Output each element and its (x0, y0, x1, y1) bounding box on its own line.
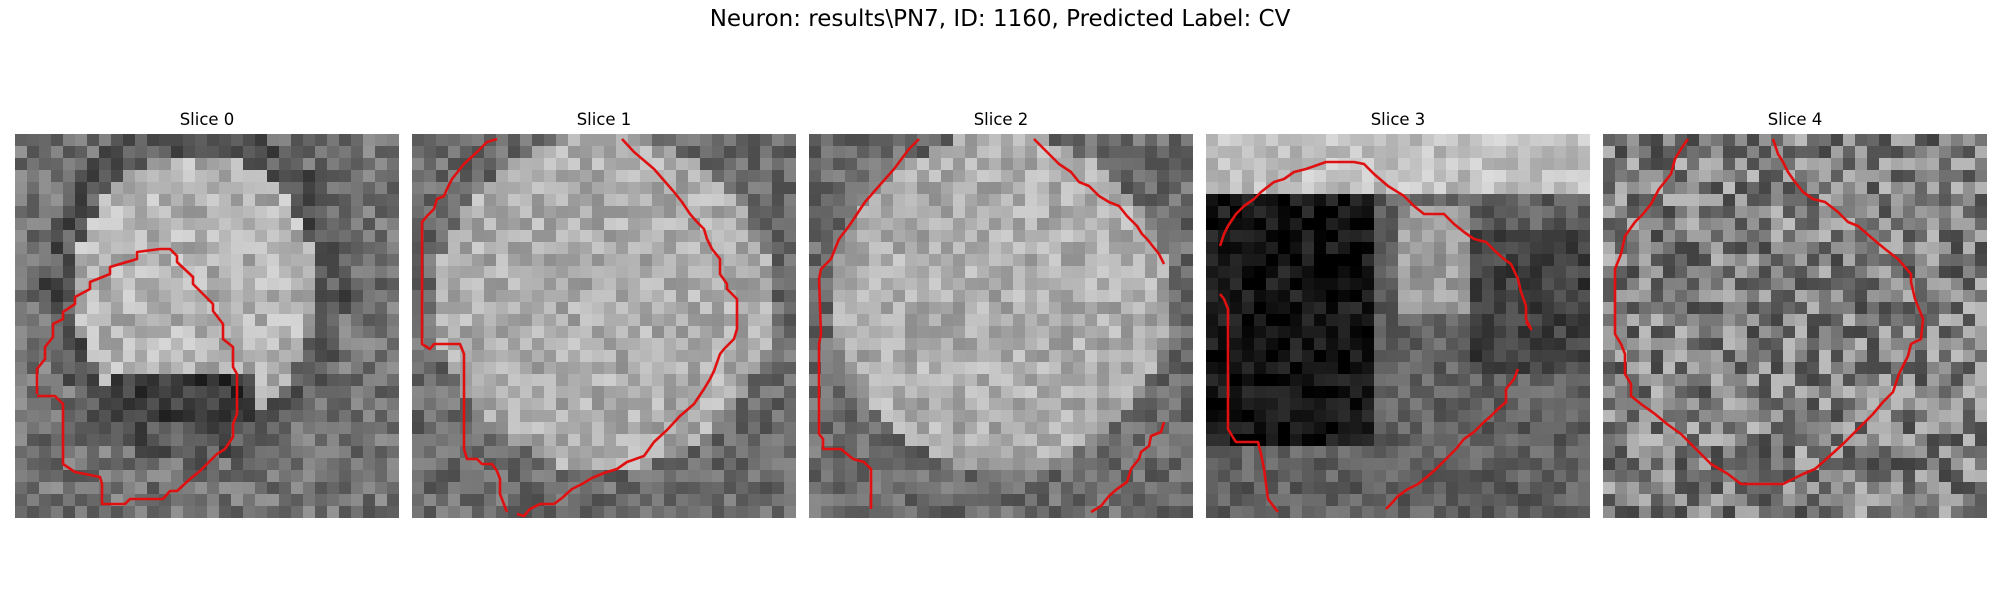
segmentation-contour (1218, 160, 1533, 331)
segmentation-contour (1218, 293, 1280, 513)
pixel-grid (809, 134, 1193, 518)
slice-image-4 (1603, 134, 1987, 518)
pixel-grid (1603, 134, 1987, 518)
slice-panel-2: Slice 2 (809, 108, 1193, 518)
pixel-grid (15, 134, 399, 518)
slice-panel-3: Slice 3 (1206, 108, 1590, 518)
slice-image-0 (15, 134, 399, 518)
slice-panel-0: Slice 0 (15, 108, 399, 518)
segmentation-contour (1385, 368, 1520, 510)
segmentation-contour (35, 247, 239, 506)
slice-title-3: Slice 3 (1370, 110, 1426, 129)
slice-title-0: Slice 0 (179, 110, 235, 129)
slice-image-2 (809, 134, 1193, 518)
slice-image-3 (1206, 134, 1590, 518)
slice-title-2: Slice 2 (973, 110, 1029, 129)
segmentation-contour (1613, 138, 1925, 486)
segmentation-contour (1033, 138, 1166, 265)
segmentation-contour (1090, 421, 1166, 514)
segmentation-contour (516, 138, 739, 518)
segmentation-contour (817, 138, 920, 509)
pixel-grid (412, 134, 796, 518)
slice-panel-4: Slice 4 (1603, 108, 1987, 518)
figure-title: Neuron: results\PN7, ID: 1160, Predicted… (709, 6, 1291, 32)
slice-title-1: Slice 1 (576, 110, 632, 129)
slice-panel-1: Slice 1 (412, 108, 796, 518)
slice-title-4: Slice 4 (1767, 110, 1823, 129)
segmentation-contour (420, 137, 509, 513)
pixel-grid (1206, 134, 1590, 518)
slice-image-1 (412, 134, 796, 518)
